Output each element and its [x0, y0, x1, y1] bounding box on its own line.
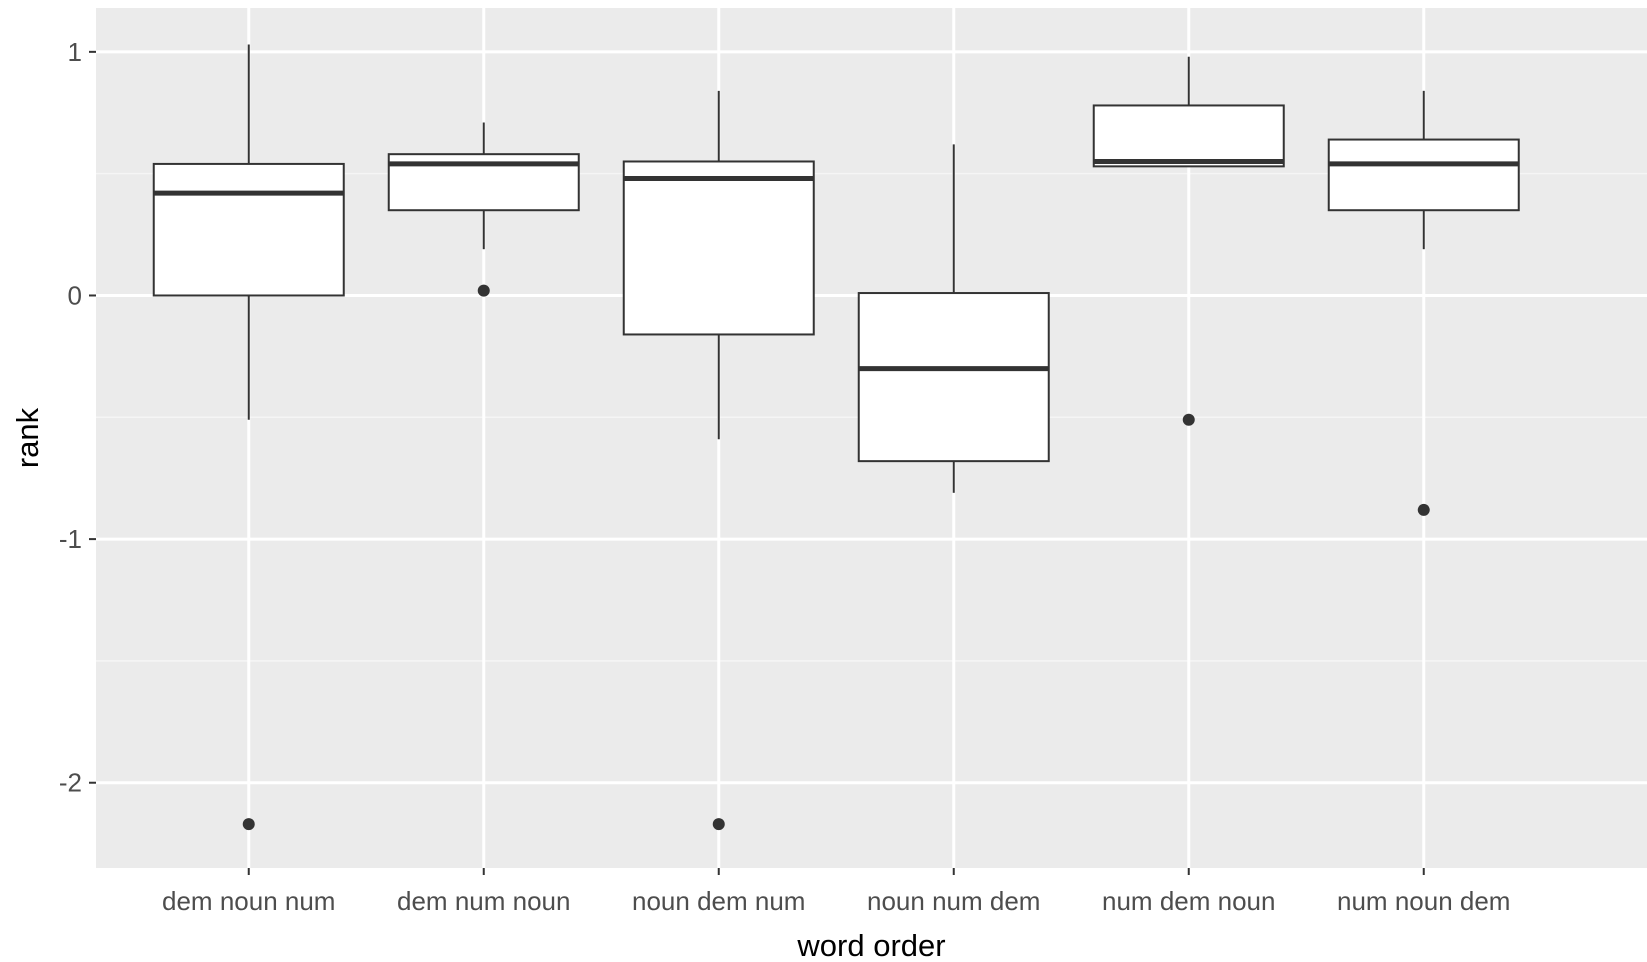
box-group	[622, 90, 815, 831]
x-axis-title: word order	[796, 928, 945, 962]
box-group	[1327, 90, 1520, 516]
box-group	[857, 144, 1050, 493]
box-iqr	[1092, 104, 1285, 168]
box-series	[152, 44, 1520, 831]
y-tick-label: 1	[68, 37, 82, 67]
box-iqr	[622, 160, 815, 336]
box-group	[152, 44, 345, 831]
y-tick-label: -2	[59, 768, 82, 798]
x-tick-label: dem num noun	[397, 886, 570, 916]
box-iqr	[857, 292, 1050, 463]
x-tick-label: noun num dem	[867, 886, 1040, 916]
outlier-point	[1182, 413, 1195, 426]
y-tick-label: 0	[68, 280, 82, 310]
y-axis-title: rank	[10, 407, 45, 468]
box-group	[1092, 56, 1285, 426]
y-tick-label: -1	[59, 524, 82, 554]
outlier-point	[242, 818, 255, 831]
outlier-point	[712, 818, 725, 831]
outlier-point	[1417, 503, 1430, 516]
box-group	[387, 122, 580, 297]
box-iqr	[1327, 138, 1520, 212]
x-axis: dem noun num dem num noun noun dem num noun…	[162, 868, 1510, 916]
x-tick-label: dem noun num	[162, 886, 335, 916]
box-iqr	[152, 162, 345, 297]
y-axis: 1 0 -1 -2	[59, 37, 96, 798]
x-tick-label: num noun dem	[1337, 886, 1510, 916]
x-tick-label: noun dem num	[632, 886, 805, 916]
outlier-point	[477, 284, 490, 297]
x-tick-label: num dem noun	[1102, 886, 1275, 916]
